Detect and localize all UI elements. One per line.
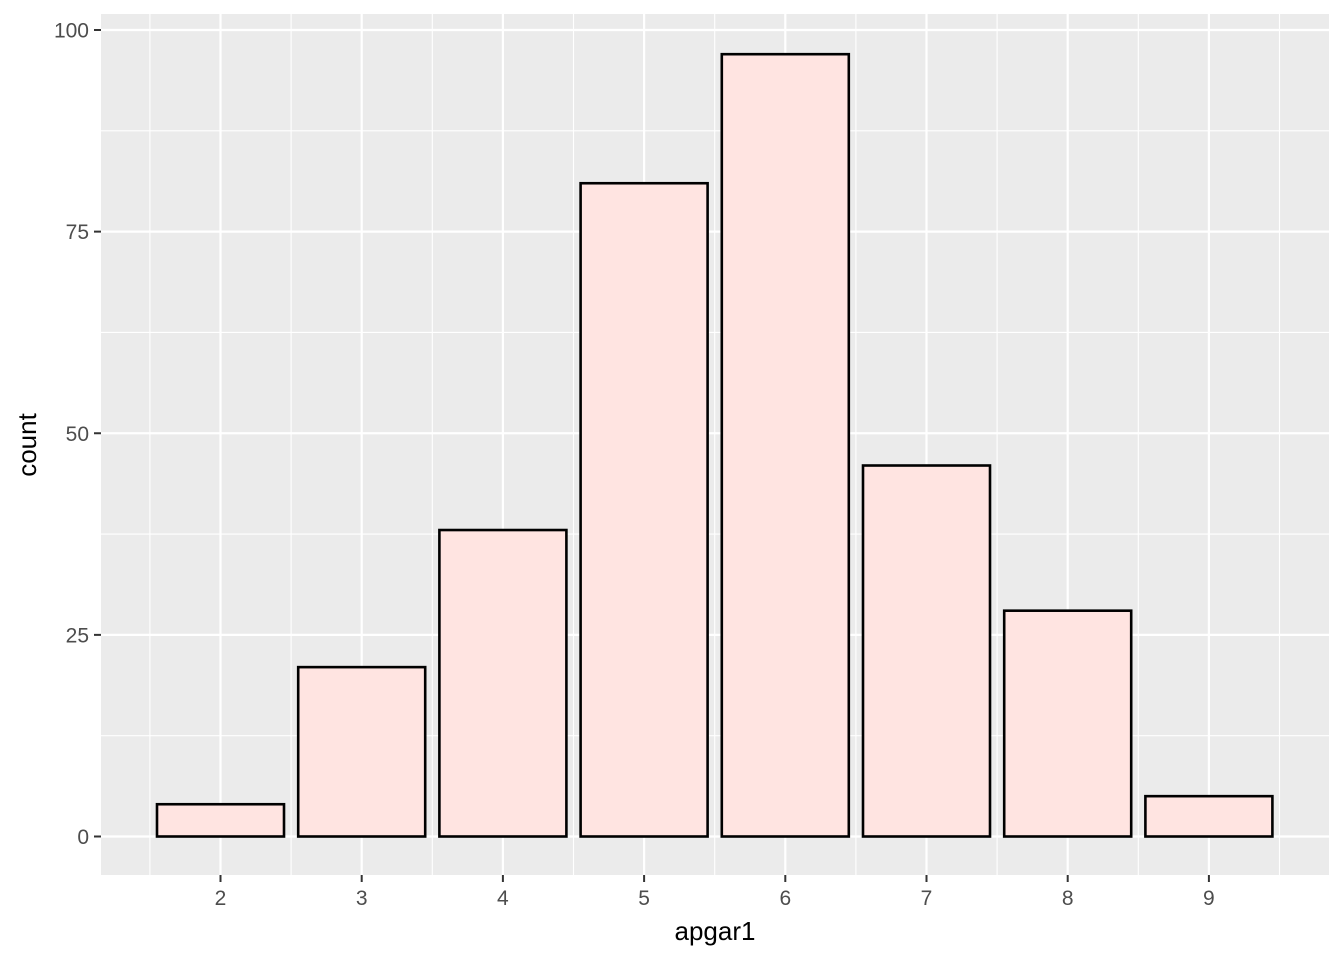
bar [155,802,286,838]
x-tick-label: 4 [497,887,509,910]
bar [720,52,851,838]
bars [155,52,1274,838]
bar [438,528,568,838]
x-axis: 2 3 4 5 6 7 8 9 [215,875,1215,910]
x-tick-label: 9 [1203,887,1215,910]
x-tick-label: 8 [1062,887,1074,910]
y-axis: 0 25 50 75 100 [54,20,101,849]
x-tick-label: 7 [921,887,933,910]
y-tick-label: 25 [66,624,89,647]
y-tick-label: 100 [54,20,89,43]
x-tick-label: 5 [638,887,650,910]
bar [1002,609,1133,838]
bar [861,464,992,838]
y-tick-label: 50 [66,423,89,446]
y-axis-title: count [12,412,42,476]
bar [1144,794,1274,838]
x-tick-label: 3 [356,887,368,910]
bar [579,181,709,838]
y-tick-label: 0 [77,826,89,849]
y-tick-label: 75 [66,221,89,244]
x-tick-label: 2 [215,887,227,910]
x-tick-label: 6 [779,887,791,910]
x-axis-title: apgar1 [675,916,756,946]
bar [296,665,427,838]
